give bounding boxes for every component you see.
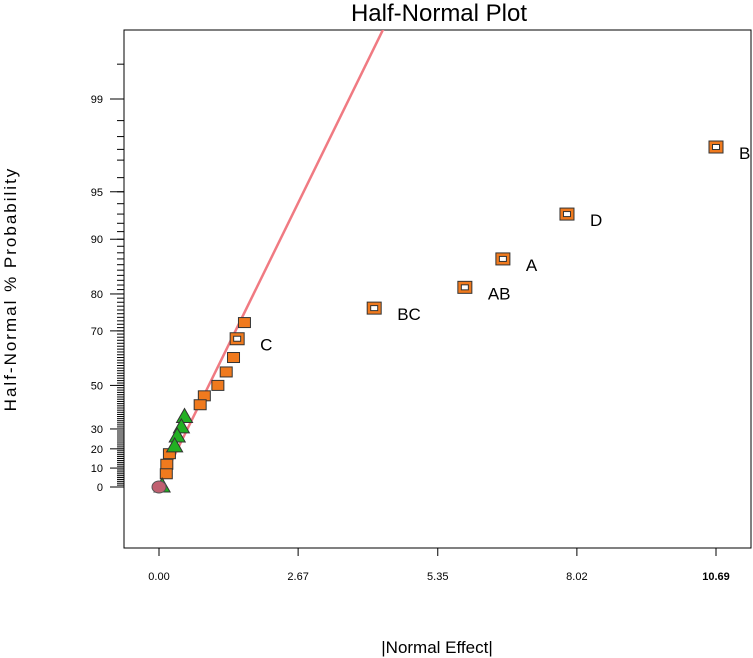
chart-title: Half-Normal Plot bbox=[351, 0, 527, 27]
y-tick-label: 95 bbox=[91, 187, 103, 199]
x-axis: 0.00 2.67 5.35 8.02 10.69 bbox=[148, 548, 730, 583]
error-point bbox=[175, 407, 194, 424]
error-point bbox=[165, 436, 184, 453]
effect-point bbox=[219, 366, 233, 378]
y-tick-label: 70 bbox=[91, 326, 103, 338]
point-label: B bbox=[739, 144, 750, 163]
x-axis-label: |Normal Effect| bbox=[381, 638, 493, 657]
y-tick-label: 0 bbox=[97, 482, 103, 494]
y-tick-label: 90 bbox=[91, 234, 103, 246]
x-tick-label: 0.00 bbox=[148, 571, 169, 583]
marker-center bbox=[712, 144, 720, 151]
x-tick-label: 5.35 bbox=[427, 571, 448, 583]
effect-point bbox=[211, 379, 225, 391]
fit-line bbox=[157, 30, 385, 488]
point-label: AB bbox=[488, 284, 511, 303]
point-label: A bbox=[526, 256, 538, 275]
point-label: BC bbox=[397, 305, 421, 324]
y-tick-label: 20 bbox=[91, 444, 103, 456]
y-tick-label: 50 bbox=[91, 380, 103, 392]
zero-point bbox=[151, 480, 167, 494]
marker-center bbox=[460, 284, 469, 291]
y-tick-label: 10 bbox=[91, 463, 103, 475]
effect-point bbox=[160, 458, 174, 470]
x-tick-label: 8.02 bbox=[566, 571, 587, 583]
y-tick-label: 99 bbox=[91, 94, 103, 106]
plot-frame bbox=[123, 29, 752, 549]
effect-point bbox=[227, 352, 241, 364]
marker-center bbox=[233, 335, 242, 342]
y-axis: 0 10 20 30 50 70 80 90 95 99 bbox=[91, 63, 124, 494]
data-points: B D A AB BC C bbox=[151, 140, 750, 494]
marker-center bbox=[562, 211, 571, 218]
y-tick-label: 30 bbox=[91, 424, 103, 436]
point-label: D bbox=[590, 211, 602, 230]
point-label: C bbox=[260, 336, 272, 355]
y-tick-label: 80 bbox=[91, 289, 103, 301]
marker-center bbox=[370, 305, 379, 312]
x-tick-label: 10.69 bbox=[702, 571, 730, 583]
effect-point bbox=[237, 317, 251, 329]
y-axis-label: Half-Normal % Probability bbox=[1, 167, 20, 412]
effect-point bbox=[159, 468, 173, 480]
x-tick-label: 2.67 bbox=[287, 571, 308, 583]
effect-point bbox=[193, 399, 207, 411]
marker-center bbox=[498, 255, 507, 262]
